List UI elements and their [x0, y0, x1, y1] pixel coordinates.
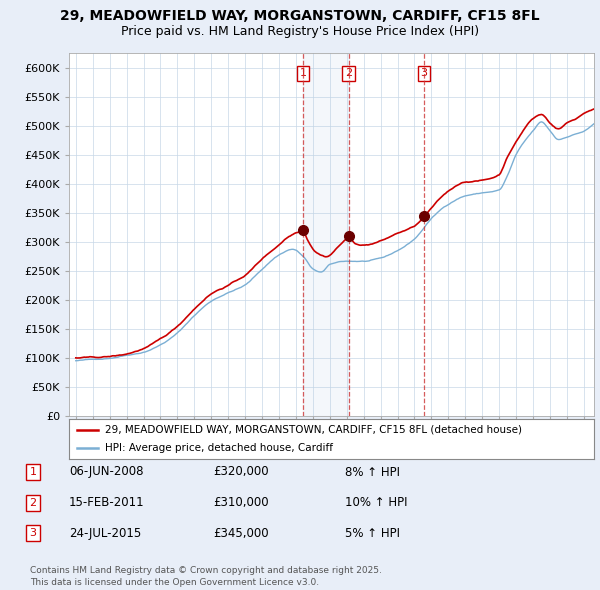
Text: 2: 2: [345, 68, 352, 78]
Text: Price paid vs. HM Land Registry's House Price Index (HPI): Price paid vs. HM Land Registry's House …: [121, 25, 479, 38]
Text: 10% ↑ HPI: 10% ↑ HPI: [345, 496, 407, 509]
Text: 5% ↑ HPI: 5% ↑ HPI: [345, 527, 400, 540]
Text: £310,000: £310,000: [213, 496, 269, 509]
Text: 29, MEADOWFIELD WAY, MORGANSTOWN, CARDIFF, CF15 8FL (detached house): 29, MEADOWFIELD WAY, MORGANSTOWN, CARDIF…: [105, 425, 522, 435]
Text: 2: 2: [29, 498, 37, 507]
Text: 3: 3: [421, 68, 427, 78]
Text: Contains HM Land Registry data © Crown copyright and database right 2025.
This d: Contains HM Land Registry data © Crown c…: [30, 566, 382, 587]
Text: 1: 1: [300, 68, 307, 78]
Text: 06-JUN-2008: 06-JUN-2008: [69, 466, 143, 478]
Text: 24-JUL-2015: 24-JUL-2015: [69, 527, 141, 540]
Text: HPI: Average price, detached house, Cardiff: HPI: Average price, detached house, Card…: [105, 443, 332, 453]
Bar: [303, 53, 349, 416]
Text: 3: 3: [29, 529, 37, 538]
Text: £320,000: £320,000: [213, 466, 269, 478]
Text: 1: 1: [29, 467, 37, 477]
Text: 15-FEB-2011: 15-FEB-2011: [69, 496, 145, 509]
Text: £345,000: £345,000: [213, 527, 269, 540]
Text: 8% ↑ HPI: 8% ↑ HPI: [345, 466, 400, 478]
Text: 29, MEADOWFIELD WAY, MORGANSTOWN, CARDIFF, CF15 8FL: 29, MEADOWFIELD WAY, MORGANSTOWN, CARDIF…: [60, 9, 540, 23]
